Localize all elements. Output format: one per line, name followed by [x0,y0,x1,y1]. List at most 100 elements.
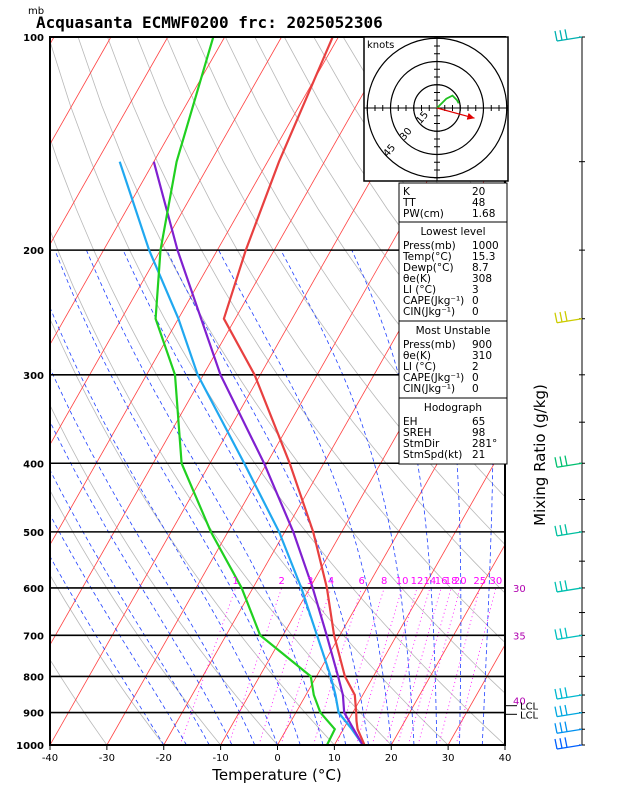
hodograph-ring [366,37,508,179]
side-label: 40 [513,696,526,707]
dry-adiabat-line [50,40,505,745]
hodograph-summary-box [398,397,508,465]
y-tick-label: 300 [23,371,44,382]
most-unstable-row-label: CIN(Jkg⁻¹) [403,383,455,395]
lowest-level-row-label: CIN(Jkg⁻¹) [403,306,455,318]
wind-barb-feather [554,581,558,593]
most-unstable-row-label: Press(mb) [403,339,456,351]
dry-adiabat-line [107,37,505,644]
wind-barb-feather [559,738,563,749]
x-tick-label: 10 [328,753,341,764]
wind-barb-shaft [556,462,583,468]
hodograph-summary-row-value: 65 [472,416,485,428]
y-tick-label: 800 [23,672,44,683]
pressure-unit: mb [28,6,44,17]
y-tick-label: 1000 [16,741,44,752]
dry-adiabat-line [608,37,618,745]
wind-barb-feather [559,30,563,41]
wind-barb-shaft [556,36,583,42]
side-label: 30 [513,584,526,595]
wind-barb-feather [564,455,568,466]
virtual-temperature-line [152,161,364,745]
lowest-level-box [398,221,508,322]
index-label: TT [402,197,416,209]
dry-adiabat-line [166,37,505,546]
side-label: 35 [513,631,526,642]
moist-adiabat-line [86,249,324,745]
most-unstable-box [398,320,508,399]
wind-barb-shaft [556,634,583,640]
mixing-ratio-label: 12 [411,576,424,587]
dry-adiabat-line [77,37,505,694]
wind-barb-feather [554,688,558,700]
wind-barb-feather [554,30,558,42]
isotherm-line [562,37,618,745]
wind-barb-feather [554,629,558,640]
moist-adiabat-line [50,420,233,745]
wind-barb-feather [554,706,558,717]
hodograph-trace [436,94,460,109]
lowest-level-row-value: 0 [472,306,479,318]
y-axis-ticks: 100 200 300 400 500 600 700 800 900 1000 [16,33,44,752]
wind-barb-feather [559,705,563,716]
wind-barb-feather [564,627,568,638]
x-tick-label: 30 [442,753,455,764]
wind-barb-feather [564,687,568,698]
mixing-ratio-label: 8 [381,576,387,587]
wind-barb-shaft [556,694,583,700]
parcel-profile-line [118,161,364,745]
most-unstable-row-label: θe(K) [403,350,431,362]
wind-barb-feather [554,738,558,750]
lowest-level-row-label: Dewp(°C) [403,262,454,274]
isotherm-line [50,37,339,546]
wind-barb-feather [554,723,558,734]
lowest-level-row-value: 1000 [472,240,499,252]
lcl-label: LCL [520,702,539,713]
mixing-ratio-line [280,587,332,745]
wind-barb-feather [554,312,558,323]
lowest-level-row-label: Temp(°C) [402,251,452,263]
x-tick-label: 40 [499,753,512,764]
mixing-ratio-label: 30 [490,576,503,587]
most-unstable-row-value: 2 [472,361,479,373]
lowest-level-row-label: θe(K) [403,273,431,285]
isotherm-line [50,37,112,146]
storm-motion-arrow [436,107,475,120]
most-unstable-row-label: CAPE(Jkg⁻¹) [403,372,464,384]
hodograph-summary-heading: Hodograph [424,402,482,414]
chart-title: Acquasanta ECMWF0200 frc: 2025052306 [36,13,383,32]
wind-barb-feather [559,628,563,639]
wind-barb-shaft [556,744,583,750]
isotherm-line [50,37,396,646]
wind-barb-feather [554,457,558,468]
moist-adiabat-line [50,469,210,745]
index-label: K [403,186,411,198]
dry-adiabat-line [136,37,505,594]
wind-barb-feather [564,704,568,716]
moist-adiabat-line [50,306,278,745]
hodograph-summary-row-label: EH [403,416,418,428]
wind-barb-feather [564,524,568,535]
most-unstable-row-label: LI (°C) [403,361,436,373]
temperature-profile-line [222,37,366,745]
wind-barb-feather [559,311,563,323]
y-tick-label: 400 [23,459,44,470]
wind-barb-shaft [556,531,583,537]
mixing-ratio-label: 20 [454,576,467,587]
mixing-ratio-line [258,587,311,745]
indices-box [398,182,508,223]
mixing-ratio-label: 25 [473,576,486,587]
wind-barb-shaft [556,318,583,324]
x-tick-label: -10 [212,753,228,764]
mixing-ratio-line [179,587,236,745]
x-tick-label: -20 [156,753,172,764]
dry-adiabat-line [50,404,278,745]
moist-adiabat-line [218,249,392,745]
lowest-level-row-value: 3 [472,284,479,296]
isotherm-line [390,543,505,745]
